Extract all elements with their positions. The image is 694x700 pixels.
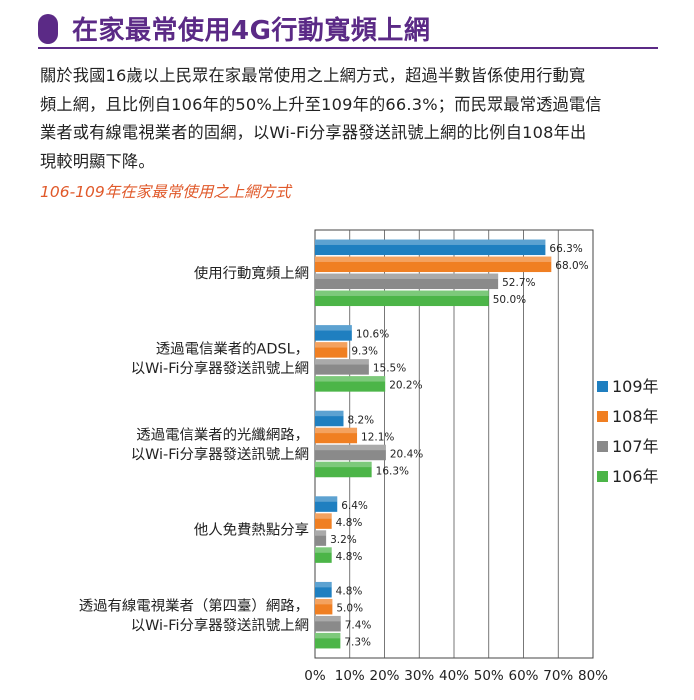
data-label: 10.6% [356, 329, 389, 341]
x-tick-label: 40% [439, 668, 469, 684]
data-label: 12.1% [361, 431, 394, 443]
bar-0 [315, 239, 546, 256]
title-accent-bar [38, 14, 58, 44]
bar-2 [315, 615, 341, 632]
data-label: 15.5% [373, 363, 406, 375]
bar-2 [315, 530, 327, 546]
x-tick-label: 20% [369, 668, 399, 684]
legend-swatch [597, 381, 608, 392]
data-label: 50.0% [493, 294, 526, 306]
bar-0 [315, 496, 338, 512]
title-divider [38, 47, 658, 49]
bar-highlight [315, 290, 489, 296]
data-label: 16.3% [376, 465, 409, 477]
data-label: 8.2% [347, 414, 374, 426]
legend-label: 108年 [612, 407, 659, 426]
data-label: 4.8% [336, 517, 363, 529]
data-label: 3.2% [330, 534, 357, 546]
bar-highlight [315, 632, 341, 639]
bar-highlight [315, 376, 386, 382]
x-tick-label: 60% [508, 668, 538, 684]
bar-highlight [315, 273, 499, 279]
bar-3 [315, 632, 341, 649]
bar-highlight [315, 427, 358, 434]
bar-0 [315, 581, 332, 598]
data-label: 20.4% [390, 448, 423, 460]
bar-highlight [315, 598, 333, 605]
bar-highlight [315, 325, 352, 331]
bar-highlight [315, 256, 552, 262]
data-label: 5.0% [336, 602, 363, 614]
data-label: 9.3% [351, 346, 378, 358]
bar-2 [315, 273, 499, 290]
category-label: 他人免費熱點分享 [194, 522, 309, 539]
bar-highlight [315, 461, 372, 468]
legend-label: 107年 [612, 437, 659, 456]
bar-0 [315, 325, 352, 341]
summary-line: 現較明顯下降。 [40, 151, 155, 171]
bar-highlight [315, 615, 341, 622]
bar-1 [315, 427, 358, 444]
summary-paragraph: 關於我國16歲以上民眾在家最常使用之上網方式，超過半數皆係使用行動寬 頻上網，且… [40, 62, 660, 176]
legend-swatch [597, 411, 608, 422]
x-tick-label: 10% [335, 668, 365, 684]
data-label: 68.0% [555, 260, 588, 272]
bar-highlight [315, 444, 386, 451]
bar-highlight [315, 410, 344, 417]
data-label: 7.4% [345, 619, 372, 631]
bar-3 [315, 547, 332, 563]
category-label: 以Wi-Fi分享器發送訊號上網 [131, 360, 309, 377]
legend-label: 106年 [612, 467, 659, 486]
bar-0 [315, 410, 344, 427]
bar-highlight [315, 239, 546, 245]
x-tick-label: 0% [304, 668, 326, 684]
bar-highlight [315, 342, 348, 348]
bar-1 [315, 256, 552, 273]
data-label: 6.4% [341, 500, 368, 512]
bar-3 [315, 461, 372, 478]
legend-swatch [597, 441, 608, 452]
category-label: 透過有線電視業者（第四臺）網路， [79, 596, 309, 614]
bar-2 [315, 359, 369, 375]
x-tick-label: 30% [404, 668, 434, 684]
data-label: 4.8% [336, 585, 363, 597]
category-label: 以Wi-Fi分享器發送訊號上網 [131, 446, 309, 463]
category-label: 透過電信業者的ADSL， [156, 341, 309, 358]
summary-line: 關於我國16歲以上民眾在家最常使用之上網方式，超過半數皆係使用行動寬 [40, 66, 586, 85]
bar-3 [315, 376, 386, 392]
data-label: 66.3% [549, 243, 582, 255]
bar-highlight [315, 547, 332, 553]
legend-label: 109年 [612, 377, 659, 396]
bar-highlight [315, 496, 338, 502]
data-label: 52.7% [502, 277, 535, 289]
bar-highlight [315, 513, 332, 519]
bar-highlight [315, 530, 327, 536]
bar-1 [315, 598, 333, 615]
summary-line: 業者或有線電視業者的固網，以Wi-Fi分享器發送訊號上網的比例自108年出 [40, 123, 587, 142]
legend-swatch [597, 471, 608, 482]
bar-2 [315, 444, 386, 461]
data-label: 4.8% [336, 551, 363, 563]
category-label: 使用行動寬頻上網 [194, 264, 309, 282]
bar-1 [315, 342, 348, 358]
category-label: 以Wi-Fi分享器發送訊號上網 [131, 617, 309, 634]
x-tick-label: 70% [543, 668, 573, 684]
category-label: 透過電信業者的光纖網路， [136, 426, 309, 443]
chart-title: 106-109年在家最常使用之上網方式 [40, 183, 291, 201]
page-title: 在家最常使用4G行動寬頻上網 [72, 16, 431, 46]
bar-1 [315, 513, 332, 529]
data-label: 7.3% [344, 636, 371, 648]
x-tick-label: 50% [474, 668, 504, 684]
x-tick-label: 80% [578, 668, 608, 684]
data-label: 20.2% [389, 380, 422, 392]
summary-line: 頻上網，且比例自106年的50%上升至109年的66.3%；而民眾最常透過電信 [40, 94, 602, 114]
bar-highlight [315, 359, 369, 365]
bar-3 [315, 290, 489, 307]
bar-highlight [315, 581, 332, 588]
